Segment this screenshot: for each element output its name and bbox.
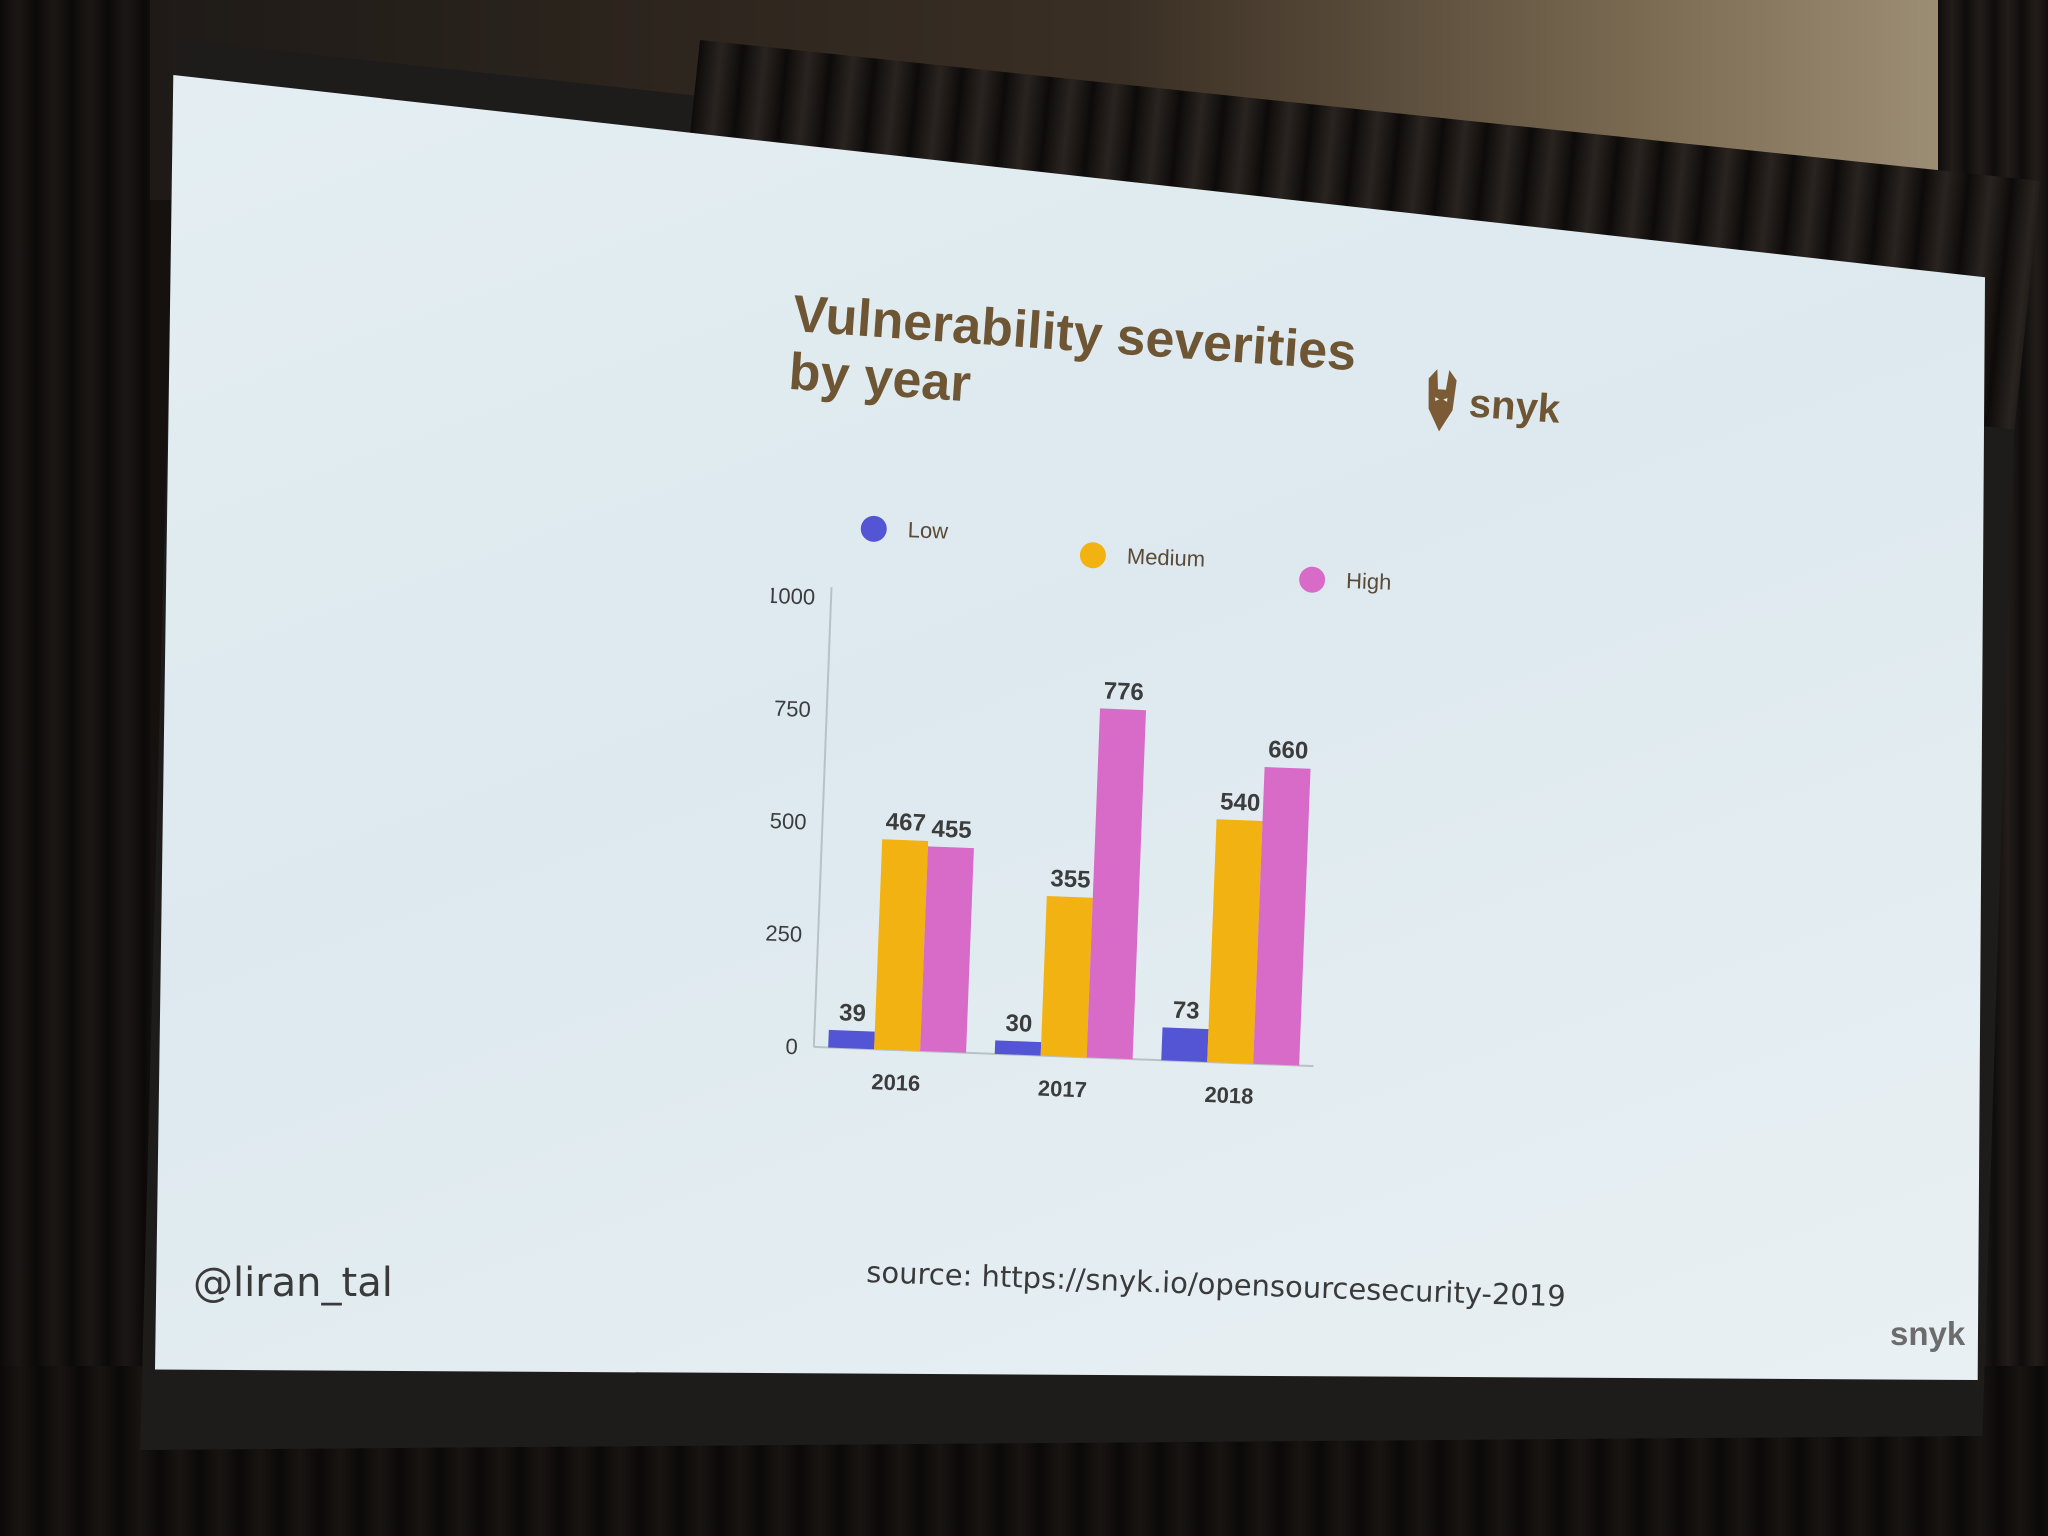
legend-marker-low: [860, 515, 887, 542]
legend-label-medium: Medium: [1126, 544, 1205, 572]
legend-label-low: Low: [907, 517, 948, 544]
source-label: source:: [865, 1255, 974, 1293]
bar-2018-high: [1253, 766, 1311, 1066]
bar-2016-low: [828, 1029, 875, 1050]
bar-2017-low: [994, 1040, 1042, 1056]
bar-chart: Low Medium High 0 250 500 750 1000 39 467 455 2016 3…: [765, 515, 1392, 1109]
snyk-dog-icon: [1428, 369, 1457, 432]
source-link[interactable]: https://snyk.io/opensourcesecurity-2019: [981, 1259, 1567, 1314]
bar-2016-medium: [874, 839, 929, 1051]
twitter-handle: @liran_tal: [193, 1260, 393, 1306]
bar-2017-high: [1086, 708, 1147, 1060]
data-label-2017-medium: 355: [1050, 865, 1091, 894]
data-label-2017-low: 30: [1005, 1010, 1033, 1038]
y-tick-label: 500: [769, 808, 807, 834]
left-curtain: [0, 0, 150, 1536]
legend-marker-medium: [1079, 542, 1106, 569]
y-tick-label: 1000: [766, 583, 816, 610]
slide-title: Vulnerability severities by year: [787, 285, 1414, 444]
footer-snyk-logo: snyk: [1890, 1315, 1966, 1352]
bar-2018-medium: [1207, 819, 1263, 1064]
snyk-logo: snyk: [1421, 368, 1562, 441]
chart-container: Low Medium High 0 250 500 750 1000 39 467 455 2016 3…: [751, 495, 1674, 1149]
bar-2016-high: [920, 846, 974, 1053]
y-tick-label: 0: [785, 1034, 798, 1059]
data-label-2018-medium: 540: [1220, 788, 1261, 817]
y-axis-line: [812, 587, 833, 1047]
source-citation: source: https://snyk.io/opensourcesecuri…: [866, 1255, 1566, 1313]
data-label-2016-high: 455: [931, 816, 972, 845]
x-tick-label-2018: 2018: [1204, 1082, 1254, 1109]
data-label-2018-low: 73: [1172, 997, 1200, 1025]
y-tick-label: 250: [765, 920, 803, 946]
legend-marker-high: [1299, 566, 1326, 593]
bar-2018-low: [1161, 1027, 1209, 1063]
data-label-2018-high: 660: [1268, 736, 1309, 765]
x-tick-label-2017: 2017: [1037, 1076, 1087, 1103]
snyk-logo-text: snyk: [1467, 380, 1562, 432]
data-label-2017-high: 776: [1103, 678, 1144, 707]
bar-2017-medium: [1040, 895, 1093, 1058]
legend-label-high: High: [1346, 568, 1392, 595]
y-tick-label: 750: [774, 696, 812, 722]
presentation-slide: Vulnerability severities by year snyk Lo…: [155, 75, 1985, 1380]
x-tick-label-2016: 2016: [871, 1069, 921, 1096]
data-label-2016-low: 39: [839, 999, 867, 1027]
data-label-2016-medium: 467: [885, 808, 926, 837]
